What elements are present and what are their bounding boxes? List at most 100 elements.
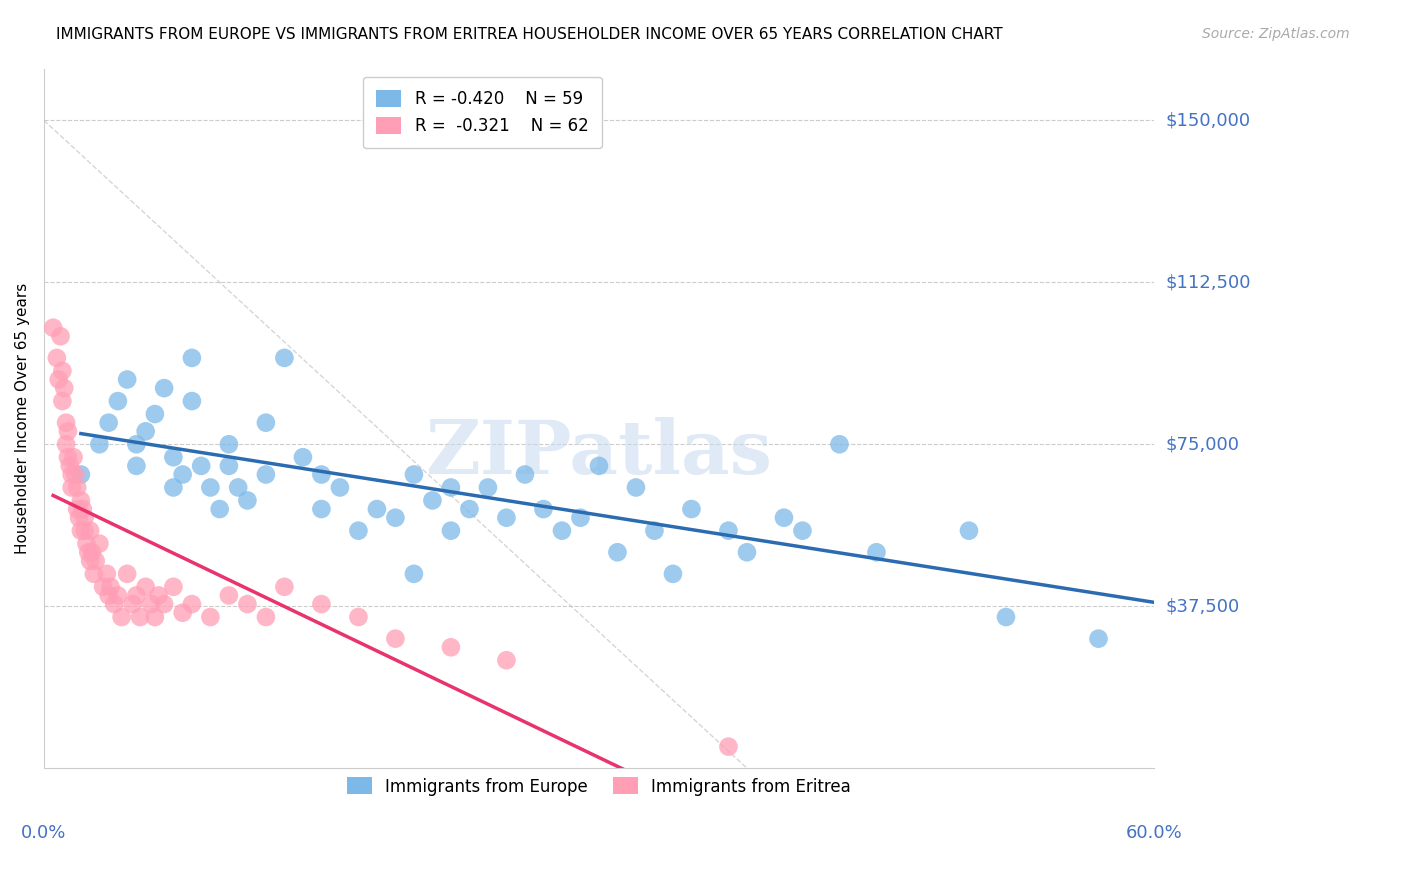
Text: 0.0%: 0.0% [21,824,66,842]
Text: $112,500: $112,500 [1166,273,1250,292]
Point [311,467,333,482]
Point [97,589,120,603]
Point [236,493,259,508]
Point [218,458,240,473]
Point [440,480,463,494]
Point [273,351,295,365]
Point [1087,632,1109,646]
Point [60,467,83,482]
Point [65,467,87,482]
Point [588,458,610,473]
Point [143,610,166,624]
Legend: Immigrants from Europe, Immigrants from Eritrea: Immigrants from Europe, Immigrants from … [333,764,865,809]
Point [218,437,240,451]
Point [200,610,222,624]
Point [77,545,100,559]
Point [125,589,148,603]
Point [551,524,574,538]
Point [62,450,84,465]
Point [49,329,72,343]
Point [107,394,129,409]
Text: ZIPatlas: ZIPatlas [426,417,772,490]
Point [254,610,277,624]
Point [97,416,120,430]
Point [53,381,76,395]
Point [115,566,138,581]
Point [422,493,444,508]
Point [569,510,592,524]
Point [84,554,107,568]
Point [828,437,851,451]
Point [172,467,194,482]
Point [56,425,79,439]
Point [172,606,194,620]
Point [957,524,980,538]
Point [100,580,122,594]
Point [311,502,333,516]
Point [180,597,202,611]
Point [533,502,555,516]
Point [125,437,148,451]
Point [125,458,148,473]
Point [162,450,184,465]
Point [129,610,152,624]
Point [440,524,463,538]
Point [190,458,212,473]
Point [254,467,277,482]
Point [402,566,425,581]
Point [66,480,89,494]
Point [89,437,111,451]
Point [477,480,499,494]
Point [79,524,101,538]
Point [143,407,166,421]
Point [311,597,333,611]
Point [110,610,132,624]
Point [51,364,73,378]
Point [865,545,887,559]
Point [329,480,352,494]
Point [70,467,93,482]
Point [55,416,77,430]
Point [153,597,176,611]
Point [162,480,184,494]
Point [458,502,481,516]
Point [103,597,125,611]
Point [226,480,249,494]
Point [55,437,77,451]
Point [273,580,295,594]
Point [291,450,314,465]
Point [218,589,240,603]
Point [59,458,82,473]
Point [153,381,176,395]
Point [80,545,103,559]
Point [254,416,277,430]
Point [42,320,65,334]
Point [66,502,89,516]
Point [70,524,93,538]
Point [366,502,388,516]
Point [994,610,1017,624]
Point [135,580,157,594]
Point [624,480,647,494]
Point [402,467,425,482]
Point [735,545,758,559]
Point [107,589,129,603]
Point [495,510,517,524]
Point [236,597,259,611]
Point [513,467,536,482]
Point [347,524,370,538]
Point [148,589,170,603]
Point [60,480,83,494]
Point [75,536,97,550]
Text: $150,000: $150,000 [1166,112,1250,129]
Point [115,372,138,386]
Point [208,502,231,516]
Point [162,580,184,594]
Point [96,566,118,581]
Point [662,566,685,581]
Point [643,524,665,538]
Point [180,351,202,365]
Y-axis label: Householder Income Over 65 years: Householder Income Over 65 years [15,283,30,554]
Point [347,610,370,624]
Point [135,425,157,439]
